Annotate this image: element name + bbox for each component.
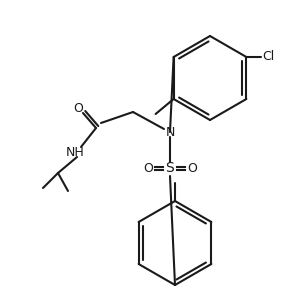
- Text: O: O: [73, 102, 83, 115]
- Text: Cl: Cl: [262, 50, 275, 64]
- Text: NH: NH: [66, 146, 84, 158]
- Text: S: S: [166, 161, 174, 175]
- Text: O: O: [187, 161, 197, 174]
- Text: O: O: [143, 161, 153, 174]
- Text: N: N: [165, 126, 175, 139]
